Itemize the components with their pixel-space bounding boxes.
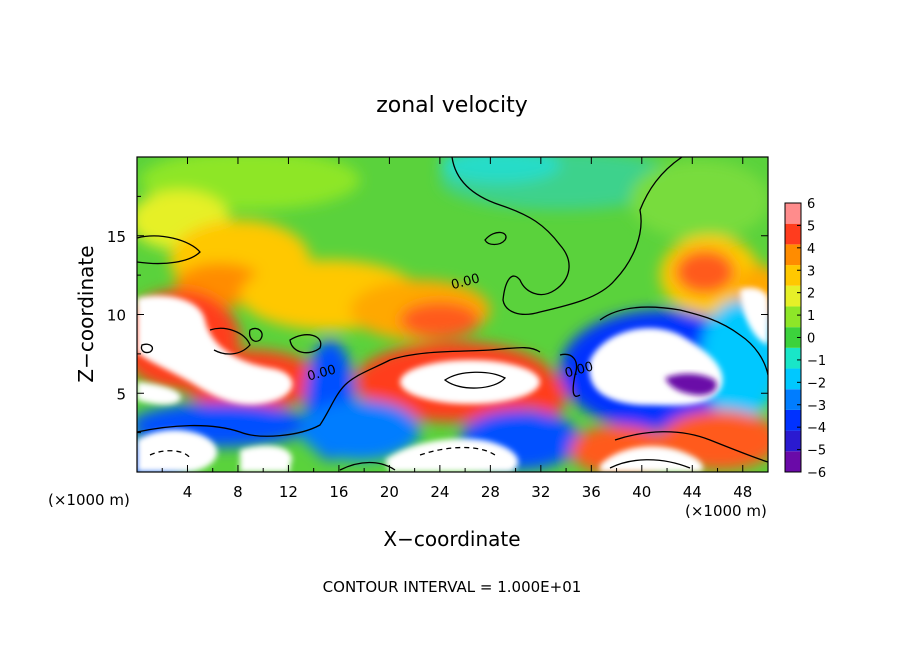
y-tick-label: 5	[116, 385, 126, 403]
colorbar-tick-label: −6	[807, 466, 826, 481]
colorbar: 6 5 4 3 2 1 0 −1 −2 −3 −4 −5 −6	[784, 197, 826, 481]
colorbar-swatch	[785, 409, 801, 431]
x-tick-label: 12	[279, 483, 298, 501]
colorbar-tick-label: 4	[807, 242, 815, 257]
colorbar-swatch	[785, 451, 801, 472]
colorbar-tick-label: 5	[807, 219, 815, 234]
colorbar-swatch	[785, 306, 801, 328]
x-tick-label: 32	[531, 483, 550, 501]
colorbar-swatch	[785, 285, 801, 307]
x-tick-label: 28	[481, 483, 500, 501]
contour-interval-note: CONTOUR INTERVAL = 1.000E+01	[323, 578, 582, 596]
velocity-field	[137, 157, 768, 472]
contour-label: 0.00	[450, 271, 482, 293]
y-tick-label: 10	[107, 307, 126, 325]
colorbar-tick-label: −1	[807, 354, 826, 369]
chart-title: zonal velocity	[376, 93, 528, 118]
x-tick-label: 36	[582, 483, 601, 501]
colorbar-tick-label: −5	[807, 444, 826, 459]
colorbar-swatch	[785, 389, 801, 410]
colorbar-swatch	[785, 430, 801, 452]
colorbar-tick-label: 3	[807, 264, 815, 279]
contour-label: 0.00	[306, 363, 338, 385]
x-tick-label: 4	[183, 483, 193, 501]
x-tick-label: 20	[380, 483, 399, 501]
colorbar-tick-label: 2	[807, 287, 815, 302]
contour-labels: 0.00 0.00 0.00	[306, 271, 595, 384]
colorbar-tick-label: −4	[807, 421, 826, 436]
colorbar-tick-label: 6	[807, 197, 815, 212]
x-tick-label: 48	[733, 483, 752, 501]
x-axis-ticks: 4 8 12 16 20 24 28 32 36 40 44 48	[161, 157, 752, 501]
colorbar-swatch	[785, 223, 801, 245]
x-tick-label: 40	[632, 483, 651, 501]
y-axis-ticks: 5 10 15	[107, 195, 768, 434]
colorbar-tick-label: −3	[807, 399, 826, 414]
colorbar-swatch	[785, 368, 801, 390]
x-unit-right: (×1000 m)	[685, 502, 767, 520]
colorbar-swatch	[785, 265, 801, 286]
colorbar-swatch	[785, 244, 801, 266]
x-tick-label: 24	[430, 483, 449, 501]
colorbar-swatch	[785, 203, 801, 224]
y-tick-label: 15	[107, 228, 126, 246]
x-tick-label: 16	[329, 483, 348, 501]
y-axis-label: Z−coordinate	[74, 245, 98, 382]
contour-label: 0.00	[563, 359, 595, 381]
colorbar-swatch	[785, 327, 801, 348]
colorbar-tick-label: 1	[807, 309, 815, 324]
x-tick-label: 44	[683, 483, 702, 501]
x-tick-label: 8	[233, 483, 243, 501]
x-unit-left: (×1000 m)	[48, 491, 130, 509]
x-axis-label: X−coordinate	[383, 527, 520, 551]
colorbar-swatch	[785, 347, 801, 369]
colorbar-tick-label: −2	[807, 376, 826, 391]
colorbar-tick-label: 0	[807, 332, 815, 347]
